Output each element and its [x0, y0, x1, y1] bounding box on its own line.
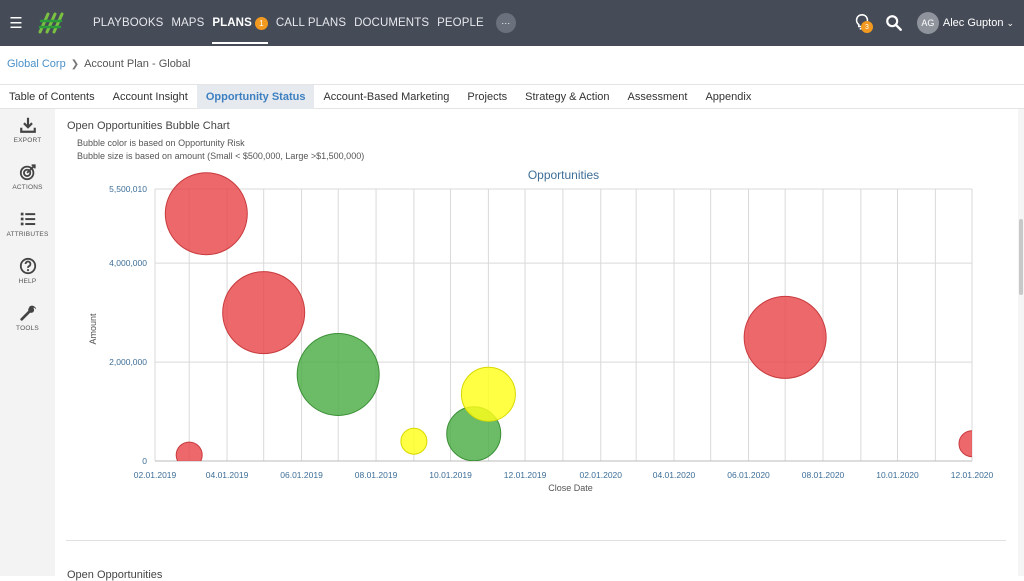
x-tick-label: 06.01.2020	[727, 470, 770, 480]
insights-button[interactable]: 3	[853, 13, 873, 33]
opportunities-bubble-chart: Opportunities 02.01.2019 04.01.2019 06.01.2…	[88, 168, 994, 493]
tab-strategy-action[interactable]: Strategy & Action	[525, 91, 610, 103]
plan-tabs: Table of Contents Account Insight Opport…	[0, 84, 1024, 109]
x-tick-label: 12.01.2019	[504, 470, 547, 480]
breadcrumb-root-link[interactable]: Global Corp	[7, 58, 66, 70]
chart-note-color: Bubble color is based on Opportunity Ris…	[77, 138, 245, 148]
x-tick-label: 10.01.2019	[429, 470, 472, 480]
y-tick-label: 5,500,010	[109, 184, 147, 194]
sidebar-item-label: ATTRIBUTES	[6, 231, 49, 238]
sidebar-item-label: EXPORT	[13, 137, 42, 144]
nav-maps[interactable]: MAPS	[171, 0, 204, 46]
nav-playbooks[interactable]: PLAYBOOKS	[93, 0, 163, 46]
open-opportunities-heading: Open Opportunities	[67, 569, 163, 581]
tab-assessment[interactable]: Assessment	[627, 91, 688, 103]
top-right-controls: 3 AG Alec Gupton ⌄	[853, 0, 1014, 46]
nav-label: PLAYBOOKS	[93, 17, 164, 29]
y-tick-label: 0	[142, 456, 147, 466]
search-icon[interactable]	[885, 14, 903, 32]
sidebar-item-label: ACTIONS	[12, 184, 43, 191]
nav-people[interactable]: PEOPLE	[437, 0, 484, 46]
x-tick-label: 04.01.2020	[653, 470, 696, 480]
x-tick-label: 02.01.2020	[579, 470, 622, 480]
section-divider	[66, 540, 1006, 541]
opportunity-bubble	[400, 427, 428, 455]
section-title: Open Opportunities Bubble Chart	[67, 120, 230, 132]
opportunity-bubble	[222, 271, 306, 355]
chart-note-size: Bubble size is based on amount (Small < …	[77, 151, 365, 161]
breadcrumb-current: Account Plan - Global	[84, 58, 191, 70]
nav-label: DOCUMENTS	[354, 17, 430, 29]
nav-label: MAPS	[171, 17, 205, 29]
sidebar-item-actions[interactable]: ACTIONS	[0, 156, 55, 203]
scrollbar-thumb[interactable]	[1019, 219, 1023, 295]
x-tick-label: 08.01.2020	[802, 470, 845, 480]
tab-opportunity-status[interactable]: Opportunity Status	[196, 85, 315, 109]
opportunity-bubble	[164, 172, 248, 256]
sidebar-item-export[interactable]: EXPORT	[0, 109, 55, 156]
x-tick-label: 10.01.2020	[876, 470, 919, 480]
chevron-down-icon[interactable]: ⌄	[1006, 17, 1014, 28]
main-nav: PLAYBOOKS MAPS PLANS 1 CALL PLANS DOCUMEN…	[93, 0, 516, 46]
x-tick-label: 02.01.2019	[134, 470, 177, 480]
x-axis-label: Close Date	[548, 483, 593, 493]
y-tick-label: 2,000,000	[109, 357, 147, 367]
y-axis-label: Amount	[88, 313, 98, 345]
nav-label: PEOPLE	[437, 17, 484, 29]
x-tick-label: 08.01.2019	[355, 470, 398, 480]
chart-title: Opportunities	[528, 168, 599, 182]
tool-sidebar: EXPORT ACTIONS ATTRIBUTES HELP TOOLS	[0, 109, 55, 576]
tab-account-based-marketing[interactable]: Account-Based Marketing	[323, 91, 450, 103]
company-logo[interactable]	[36, 8, 66, 38]
sidebar-item-tools[interactable]: TOOLS	[0, 297, 55, 344]
sidebar-item-label: TOOLS	[16, 325, 39, 332]
opportunity-bubble	[743, 295, 827, 379]
y-tick-label: 4,000,000	[109, 258, 147, 268]
help-icon	[19, 257, 36, 275]
opportunity-bubble	[296, 332, 380, 416]
x-tick-label: 06.01.2019	[280, 470, 323, 480]
chevron-right-icon: ❯	[70, 58, 80, 70]
nav-label: CALL PLANS	[275, 17, 347, 29]
download-icon	[19, 117, 36, 133]
user-name[interactable]: Alec Gupton	[942, 17, 1004, 29]
nav-call-plans[interactable]: CALL PLANS	[276, 0, 346, 46]
tab-account-insight[interactable]: Account Insight	[112, 91, 188, 103]
x-tick-label: 12.01.2020	[951, 470, 994, 480]
x-tick-label: 04.01.2019	[206, 470, 249, 480]
tab-projects[interactable]: Projects	[467, 91, 508, 103]
hamburger-menu-icon[interactable]: ☰	[9, 15, 23, 32]
target-icon	[19, 164, 36, 181]
sidebar-item-help[interactable]: HELP	[0, 250, 55, 297]
nav-documents[interactable]: DOCUMENTS	[354, 0, 429, 46]
more-menu-button[interactable]: ···	[495, 13, 516, 33]
tab-appendix[interactable]: Appendix	[705, 91, 752, 103]
plans-count-badge: 1	[254, 16, 268, 30]
list-icon	[20, 212, 35, 226]
breadcrumb: Global Corp ❯ Account Plan - Global	[7, 58, 190, 70]
opportunity-bubble	[460, 366, 516, 422]
user-avatar[interactable]: AG	[916, 12, 939, 34]
opportunity-bubble	[958, 430, 972, 458]
opportunity-bubble	[175, 441, 203, 461]
notification-count-badge: 3	[860, 21, 873, 33]
nav-label: PLANS	[212, 17, 252, 29]
page-scrollbar[interactable]	[1018, 109, 1024, 576]
sidebar-item-attributes[interactable]: ATTRIBUTES	[0, 203, 55, 250]
nav-plans[interactable]: PLANS 1	[212, 0, 269, 46]
tab-table-of-contents[interactable]: Table of Contents	[9, 91, 95, 103]
wrench-icon	[19, 305, 36, 321]
sidebar-item-label: HELP	[18, 278, 37, 285]
top-navigation-bar: ☰ PLAYBOOKS MAPS PLANS 1 CALL PLANS DOCUM…	[0, 0, 1024, 46]
